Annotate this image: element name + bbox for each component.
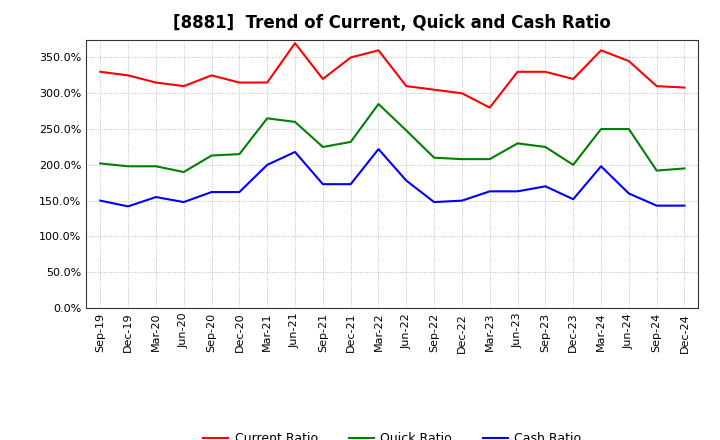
Legend: Current Ratio, Quick Ratio, Cash Ratio: Current Ratio, Quick Ratio, Cash Ratio	[198, 427, 587, 440]
Cash Ratio	[291, 149, 300, 154]
Quick Ratio	[652, 168, 661, 173]
Cash Ratio	[569, 197, 577, 202]
Quick Ratio	[513, 141, 522, 146]
Quick Ratio	[318, 144, 327, 150]
Current Ratio	[291, 40, 300, 46]
Line: Quick Ratio: Quick Ratio	[100, 104, 685, 172]
Current Ratio	[458, 91, 467, 96]
Quick Ratio	[179, 169, 188, 175]
Quick Ratio	[207, 153, 216, 158]
Quick Ratio	[597, 126, 606, 132]
Title: [8881]  Trend of Current, Quick and Cash Ratio: [8881] Trend of Current, Quick and Cash …	[174, 15, 611, 33]
Current Ratio	[235, 80, 243, 85]
Current Ratio	[179, 84, 188, 89]
Quick Ratio	[430, 155, 438, 160]
Line: Current Ratio: Current Ratio	[100, 43, 685, 108]
Quick Ratio	[346, 139, 355, 145]
Current Ratio	[96, 69, 104, 74]
Current Ratio	[652, 84, 661, 89]
Quick Ratio	[485, 157, 494, 162]
Current Ratio	[485, 105, 494, 110]
Current Ratio	[263, 80, 271, 85]
Cash Ratio	[402, 178, 410, 183]
Cash Ratio	[541, 183, 550, 189]
Quick Ratio	[374, 101, 383, 106]
Cash Ratio	[263, 162, 271, 168]
Quick Ratio	[624, 126, 633, 132]
Cash Ratio	[597, 164, 606, 169]
Quick Ratio	[235, 151, 243, 157]
Quick Ratio	[541, 144, 550, 150]
Quick Ratio	[152, 164, 161, 169]
Quick Ratio	[569, 162, 577, 168]
Current Ratio	[318, 76, 327, 81]
Quick Ratio	[96, 161, 104, 166]
Current Ratio	[597, 48, 606, 53]
Current Ratio	[402, 84, 410, 89]
Current Ratio	[541, 69, 550, 74]
Cash Ratio	[124, 204, 132, 209]
Cash Ratio	[235, 189, 243, 194]
Current Ratio	[513, 69, 522, 74]
Quick Ratio	[263, 116, 271, 121]
Quick Ratio	[402, 128, 410, 133]
Quick Ratio	[680, 166, 689, 171]
Cash Ratio	[152, 194, 161, 200]
Cash Ratio	[207, 189, 216, 194]
Current Ratio	[569, 76, 577, 81]
Cash Ratio	[179, 199, 188, 205]
Current Ratio	[624, 59, 633, 64]
Current Ratio	[207, 73, 216, 78]
Cash Ratio	[374, 147, 383, 152]
Current Ratio	[152, 80, 161, 85]
Quick Ratio	[291, 119, 300, 125]
Cash Ratio	[458, 198, 467, 203]
Quick Ratio	[458, 157, 467, 162]
Cash Ratio	[624, 191, 633, 196]
Cash Ratio	[318, 182, 327, 187]
Cash Ratio	[652, 203, 661, 208]
Current Ratio	[680, 85, 689, 90]
Cash Ratio	[346, 182, 355, 187]
Cash Ratio	[430, 199, 438, 205]
Current Ratio	[430, 87, 438, 92]
Cash Ratio	[680, 203, 689, 208]
Current Ratio	[124, 73, 132, 78]
Cash Ratio	[96, 198, 104, 203]
Cash Ratio	[513, 189, 522, 194]
Current Ratio	[374, 48, 383, 53]
Current Ratio	[346, 55, 355, 60]
Cash Ratio	[485, 189, 494, 194]
Line: Cash Ratio: Cash Ratio	[100, 149, 685, 206]
Quick Ratio	[124, 164, 132, 169]
